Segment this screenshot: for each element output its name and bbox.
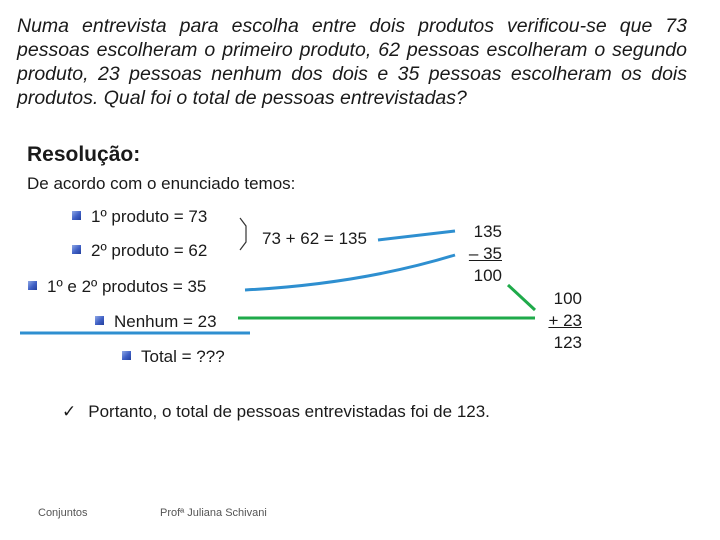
square-bullet-icon [72, 245, 81, 255]
blue-connector-line [377, 229, 456, 242]
subtraction-top: 135 [473, 222, 502, 241]
checkmark-icon: ✓ [62, 402, 77, 421]
item-total-label: Total = ??? [141, 347, 225, 366]
item-second-product: 2º produto = 62 [72, 241, 207, 261]
item-first-product: 1º produto = 73 [72, 207, 207, 227]
square-bullet-icon [72, 211, 81, 221]
addition-top: 100 [553, 289, 582, 308]
green-connector-line [506, 283, 537, 312]
item-second-label: 2º produto = 62 [91, 241, 208, 260]
addition-calculation: 100 + 23 123 [540, 288, 582, 354]
item-none-label: Nenhum = 23 [114, 312, 217, 331]
item-first-label: 1º produto = 73 [91, 207, 208, 226]
sum-calculation: 73 + 62 = 135 [262, 229, 367, 248]
square-bullet-icon [95, 316, 104, 326]
square-bullet-icon [122, 351, 131, 361]
item-both-label: 1º e 2º produtos = 35 [47, 277, 207, 296]
conclusion-text: Portanto, o total de pessoas entrevistad… [88, 402, 490, 421]
bracket-line [239, 217, 247, 251]
item-total: Total = ??? [122, 347, 225, 367]
addition-plus: + 23 [548, 311, 582, 330]
square-bullet-icon [28, 281, 37, 291]
footer-right: Profª Juliana Schivani [160, 507, 267, 519]
addition-result: 123 [553, 333, 582, 352]
item-both-products: 1º e 2º produtos = 35 [28, 277, 206, 297]
item-none: Nenhum = 23 [95, 312, 217, 332]
footer-left: Conjuntos [38, 507, 88, 519]
intro-text: De acordo com o enunciado temos: [27, 174, 296, 193]
subtraction-minus: – 35 [468, 244, 502, 263]
resolution-heading: Resolução: [27, 143, 141, 166]
problem-statement: Numa entrevista para escolha entre dois … [17, 15, 687, 109]
subtraction-result: 100 [473, 266, 502, 285]
blue-connector-line [244, 253, 456, 292]
subtraction-calculation: 135 – 35 100 [462, 221, 502, 287]
conclusion: ✓ Portanto, o total de pessoas entrevista… [62, 402, 490, 422]
